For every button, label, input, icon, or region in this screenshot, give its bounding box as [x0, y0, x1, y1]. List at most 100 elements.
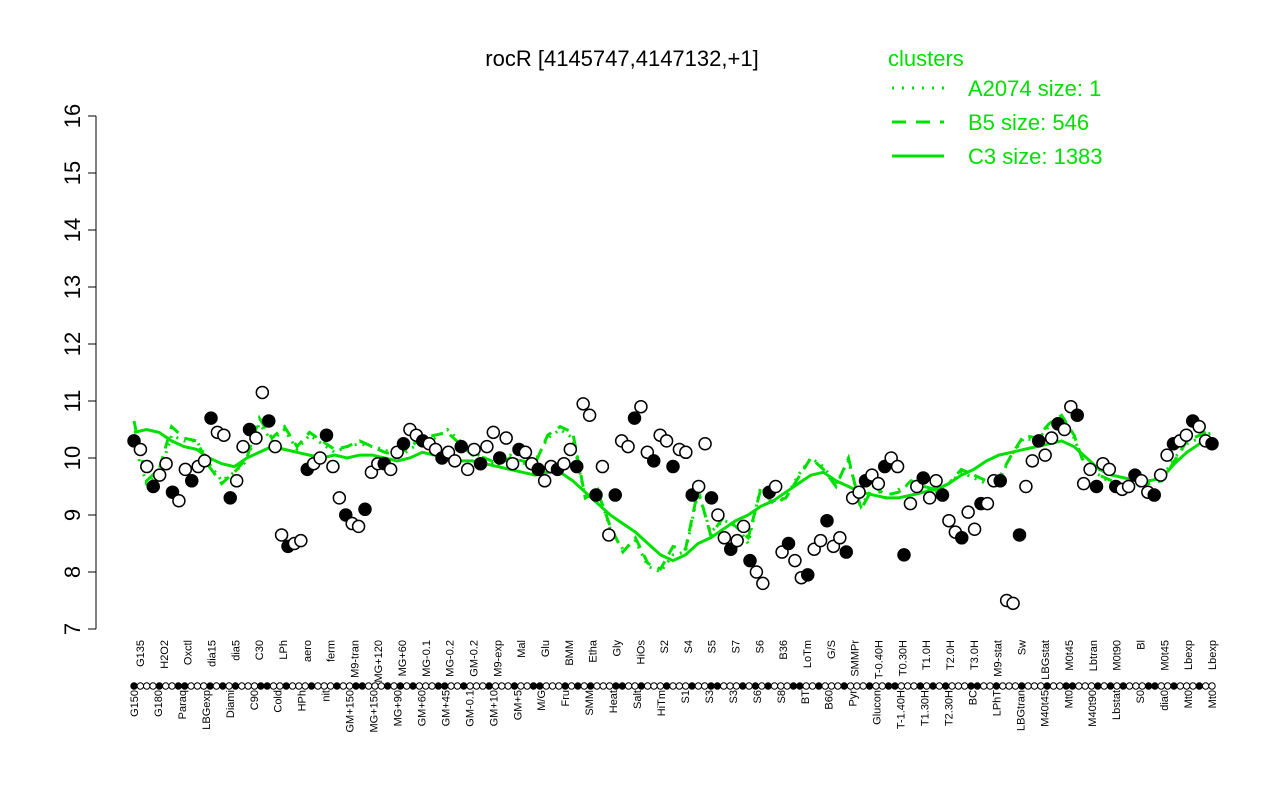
rug-marker	[238, 682, 246, 690]
rug-marker	[479, 682, 487, 690]
x-tick-label-bottom: HPh	[297, 690, 309, 711]
rug-marker	[555, 682, 563, 690]
data-point	[197, 454, 212, 468]
rug-marker	[1151, 682, 1159, 690]
data-point	[935, 488, 950, 502]
rug-marker	[225, 682, 233, 690]
y-tick-label: 8	[60, 566, 85, 578]
data-point	[1012, 528, 1027, 542]
rug-marker	[447, 682, 455, 690]
rug-marker	[1030, 682, 1039, 690]
x-tick-label-top: Lbexp	[1183, 640, 1195, 670]
rug-marker	[758, 682, 766, 690]
x-tick-label-top: dia15	[206, 640, 218, 667]
rug-marker	[910, 682, 918, 690]
x-tick-label-bottom: dia0	[1159, 690, 1171, 711]
x-tick-label-top: M0t45	[1064, 640, 1076, 671]
rug-marker	[986, 682, 994, 690]
rug-marker	[1075, 682, 1083, 690]
rug-marker	[662, 682, 671, 690]
rug-marker	[130, 682, 138, 690]
rug-marker	[720, 682, 728, 690]
data-point	[730, 533, 744, 548]
x-tick-label-bottom: Mt0	[1183, 690, 1195, 708]
rug-marker	[669, 682, 677, 690]
data-point	[679, 445, 693, 460]
rug-marker	[364, 682, 373, 690]
data-point	[576, 397, 590, 411]
data-point	[659, 434, 674, 448]
data-point	[698, 437, 712, 451]
x-tick-label-top: S6	[754, 640, 766, 653]
rug-marker	[1005, 682, 1013, 690]
rug-marker	[155, 682, 164, 690]
rug-marker	[1056, 682, 1064, 690]
rug-marker	[1144, 682, 1153, 690]
rug-marker	[612, 682, 620, 690]
rug-marker	[453, 682, 462, 690]
x-tick-label-bottom: SMM	[584, 690, 596, 716]
rug-marker	[307, 682, 316, 690]
rug-marker	[586, 682, 595, 690]
data-point	[717, 531, 732, 545]
rug-marker	[580, 682, 588, 690]
rug-marker	[999, 682, 1007, 690]
rug-marker	[149, 682, 157, 690]
data-point	[1044, 431, 1059, 445]
x-tick-label-top: T-0.40H	[873, 640, 885, 679]
y-tick-label: 15	[60, 161, 85, 185]
x-tick-label-top: S5	[707, 640, 719, 653]
rug-marker	[1195, 682, 1204, 690]
x-tick-label-top: Etha	[588, 639, 600, 663]
rug-marker	[865, 682, 874, 690]
data-point	[1025, 454, 1040, 468]
rug-marker	[1094, 682, 1102, 690]
data-point	[781, 536, 796, 551]
data-point	[480, 439, 494, 454]
rug-marker	[162, 682, 170, 690]
data-point	[1057, 422, 1072, 437]
y-tick-label: 12	[60, 332, 85, 356]
data-point	[204, 411, 218, 425]
rug-marker	[510, 682, 519, 690]
rug-marker	[231, 682, 240, 690]
data-point	[448, 454, 462, 468]
rug-marker	[897, 682, 905, 690]
data-point	[518, 445, 533, 460]
rug-marker	[808, 682, 817, 690]
data-point	[961, 505, 975, 519]
x-tick-label-top: GM-0.2	[469, 640, 481, 677]
x-tick-label-top: MG-0.1	[421, 640, 433, 677]
rug-marker	[529, 682, 538, 690]
rug-marker	[650, 682, 658, 690]
data-point	[178, 462, 193, 477]
x-tick-label-top: M9-exp	[492, 640, 504, 677]
x-tick-label-top: LoTm	[802, 640, 814, 668]
data-point	[589, 488, 603, 502]
rug-marker	[567, 682, 576, 690]
rug-marker	[827, 682, 836, 690]
data-point	[294, 533, 308, 548]
y-tick-label: 11	[60, 390, 85, 413]
data-point	[358, 502, 372, 517]
data-point	[313, 451, 327, 465]
rug-marker	[1119, 682, 1127, 690]
x-tick-label-top: C30	[254, 640, 266, 660]
rug-marker	[739, 682, 747, 690]
rug-marker	[681, 682, 690, 690]
data-point	[711, 508, 725, 522]
data-point	[852, 485, 866, 499]
x-tick-label-top: MG+60	[397, 640, 409, 676]
x-tick-label-bottom: nit	[321, 690, 333, 702]
rug-marker	[846, 682, 855, 690]
x-tick-label-top: aero	[302, 640, 314, 662]
data-point	[903, 496, 918, 511]
rug-marker	[326, 682, 335, 690]
rug-marker	[783, 682, 791, 690]
x-tick-label-bottom: HiTm	[656, 690, 668, 716]
x-tick-label-top: HiOs	[635, 640, 647, 665]
data-point	[236, 439, 250, 454]
rug-marker	[872, 682, 880, 690]
rug-marker	[1138, 682, 1146, 690]
rug-marker	[1081, 682, 1089, 690]
